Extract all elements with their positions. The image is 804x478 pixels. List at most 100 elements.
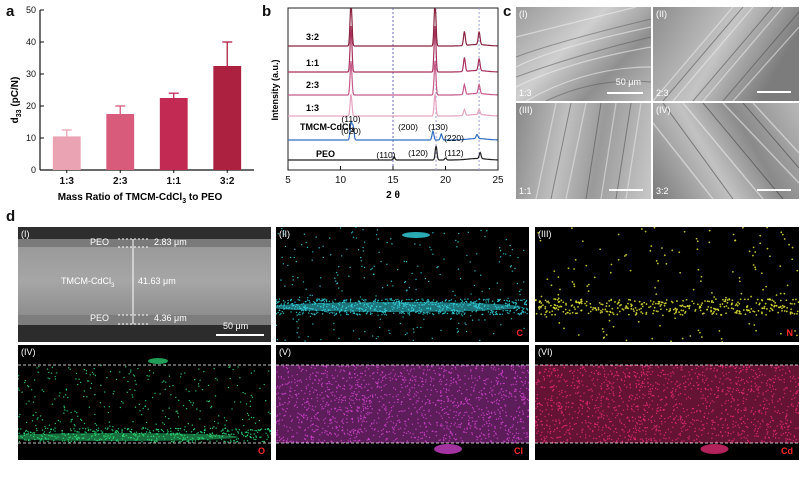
- sem-image-1: (I) 1:3 50 μm: [516, 7, 651, 101]
- eds-blob: [402, 232, 430, 238]
- peak-label: (110): [341, 114, 360, 124]
- cs-thick-top: 2.83 μm: [154, 237, 187, 247]
- y-tick-label: 50: [26, 5, 36, 15]
- eds-roman: (IV): [21, 347, 36, 357]
- cs-scale-text: 50 μm: [223, 321, 249, 331]
- xrd-line-TMCM-CdCl3: [288, 119, 498, 141]
- eds-dots: [535, 227, 799, 342]
- xrd-series-label: 1:3: [306, 103, 319, 113]
- eds-element-label: N: [786, 328, 794, 338]
- eds-blob: [434, 444, 463, 454]
- sem-image-4: (IV) 3:2: [653, 103, 799, 199]
- sem-scalebar: [757, 91, 791, 93]
- xrd-axis-ticks: 5 10 15 20 25: [285, 166, 503, 186]
- cs-middle-layer: [18, 247, 271, 315]
- eds-map-N: (III) N: [535, 227, 799, 342]
- eds-element-label: C: [516, 328, 524, 338]
- sem-label-ratio: 3:2: [656, 186, 669, 196]
- xrd-ylabel: Intensity (a.u.): [270, 59, 280, 120]
- panel-label-d: d: [6, 208, 15, 225]
- peak-label: (220): [444, 133, 464, 143]
- xrd-line-3:2: [288, 8, 498, 47]
- bar-2:3: [106, 114, 135, 170]
- x-tick-label: 2:3: [113, 176, 128, 187]
- peak-label: (130): [428, 122, 448, 132]
- x-tick-label: 25: [492, 175, 503, 186]
- x-tick-label: 1:1: [167, 176, 182, 187]
- xrd-peak-labels: (110) (020) (200) (130)(220) (110) (120) (112): [341, 114, 464, 160]
- cs-peo-bottom: PEO: [90, 313, 110, 323]
- sem-label-roman: (I): [519, 9, 528, 19]
- eds-element-label: Cd: [781, 446, 793, 456]
- eds-roman: (V): [279, 347, 291, 357]
- peak-label: (112): [444, 148, 463, 158]
- cs-scalebar: [216, 334, 264, 336]
- eds-roman: (III): [538, 229, 552, 239]
- cs-thick-mid: 41.63 μm: [138, 276, 176, 286]
- cs-top-bg: [18, 227, 271, 239]
- xrd-series-labels: PEO TMCM-CdCl3 1:3 2:3 1:1 3:2: [300, 32, 355, 159]
- bar-1:3: [52, 136, 81, 170]
- sem-label-ratio: 1:1: [519, 186, 532, 196]
- xrd-line-PEO: [288, 145, 498, 161]
- cs-peo-top: PEO: [90, 237, 110, 247]
- peak-label: (020): [341, 126, 361, 136]
- cs-peo-bottom-layer: [18, 315, 271, 325]
- xrd-line-1:1: [288, 25, 498, 73]
- eds-blob: [148, 358, 168, 364]
- cs-thick-bottom: 4.36 μm: [154, 313, 187, 323]
- xrd-series-label: PEO: [316, 149, 335, 159]
- eds-element-label: O: [257, 446, 265, 456]
- sem-label-roman: (III): [519, 105, 533, 115]
- peak-label: (110): [376, 150, 395, 160]
- xrd-series: [288, 8, 498, 161]
- sem-texture: [653, 103, 799, 199]
- peak-label: (120): [408, 148, 428, 158]
- eds-blob: [700, 444, 729, 454]
- eds-element-label: Cl: [514, 446, 523, 456]
- x-tick-label: 15: [387, 175, 399, 186]
- sem-texture: [535, 103, 642, 199]
- bar-chart-d33: 0 10 20 30 40 50 1:3 2:3 1:1 3:2 Mass Ratio of TM…: [10, 5, 254, 205]
- sem-label-ratio: 2:3: [656, 88, 669, 98]
- sem-scale-text: 50 μm: [615, 77, 641, 87]
- bar-1:1: [159, 98, 188, 170]
- cs-peo-top-layer: [18, 239, 271, 247]
- sem-scalebar: [609, 189, 643, 191]
- y-tick-label: 10: [26, 133, 36, 143]
- xrd-line-1:3: [288, 93, 498, 117]
- sem-label-ratio: 1:3: [519, 88, 532, 98]
- cs-annotations: [118, 238, 148, 325]
- peak-label: (200): [398, 122, 418, 132]
- eds-dots: [276, 227, 529, 342]
- sem-texture: [516, 7, 651, 101]
- sem-scalebar: [757, 189, 791, 191]
- eds-roman: (II): [279, 229, 290, 239]
- xrd-series-label: 1:1: [306, 58, 319, 68]
- bar-chart-bars: [52, 41, 242, 170]
- panel-label-c: c: [503, 3, 511, 20]
- y-tick-label: 40: [26, 37, 36, 47]
- xrd-chart: 5 10 15 20 25 PEO TMCM-CdCl3 1:3 2:3 1:1 3:2 (110…: [270, 7, 503, 201]
- bar-chart-xlabel: Mass Ratio of TMCM-CdCl3 to PEO: [58, 192, 223, 205]
- x-tick-label: 10: [335, 175, 347, 186]
- eds-map-C: (II) C: [276, 227, 529, 342]
- eds-dots: [276, 364, 529, 454]
- y-tick-label: 30: [26, 69, 36, 79]
- sem-scalebar: [607, 92, 643, 94]
- sem-texture: [653, 7, 799, 101]
- bar-3:2: [213, 66, 242, 170]
- cs-bottom-bg: [18, 325, 271, 342]
- xrd-series-label: 2:3: [306, 80, 319, 90]
- eds-map-O: (IV) O: [18, 345, 271, 460]
- cross-section-image: (I) PEO 2.83 μm TMCM-CdCl3 41.63 μm PEO …: [18, 227, 271, 342]
- x-tick-label: 1:3: [60, 176, 75, 187]
- sem-image-3: (III) 1:1: [516, 103, 651, 199]
- xrd-xlabel: 2 θ: [386, 190, 400, 201]
- x-tick-label: 20: [440, 175, 452, 186]
- eds-dots: [535, 364, 799, 454]
- eds-map-Cd: (VI) Cd: [535, 345, 799, 460]
- eds-dots: [18, 358, 271, 444]
- x-tick-label: 5: [285, 175, 291, 186]
- xrd-series-label: 3:2: [306, 32, 319, 42]
